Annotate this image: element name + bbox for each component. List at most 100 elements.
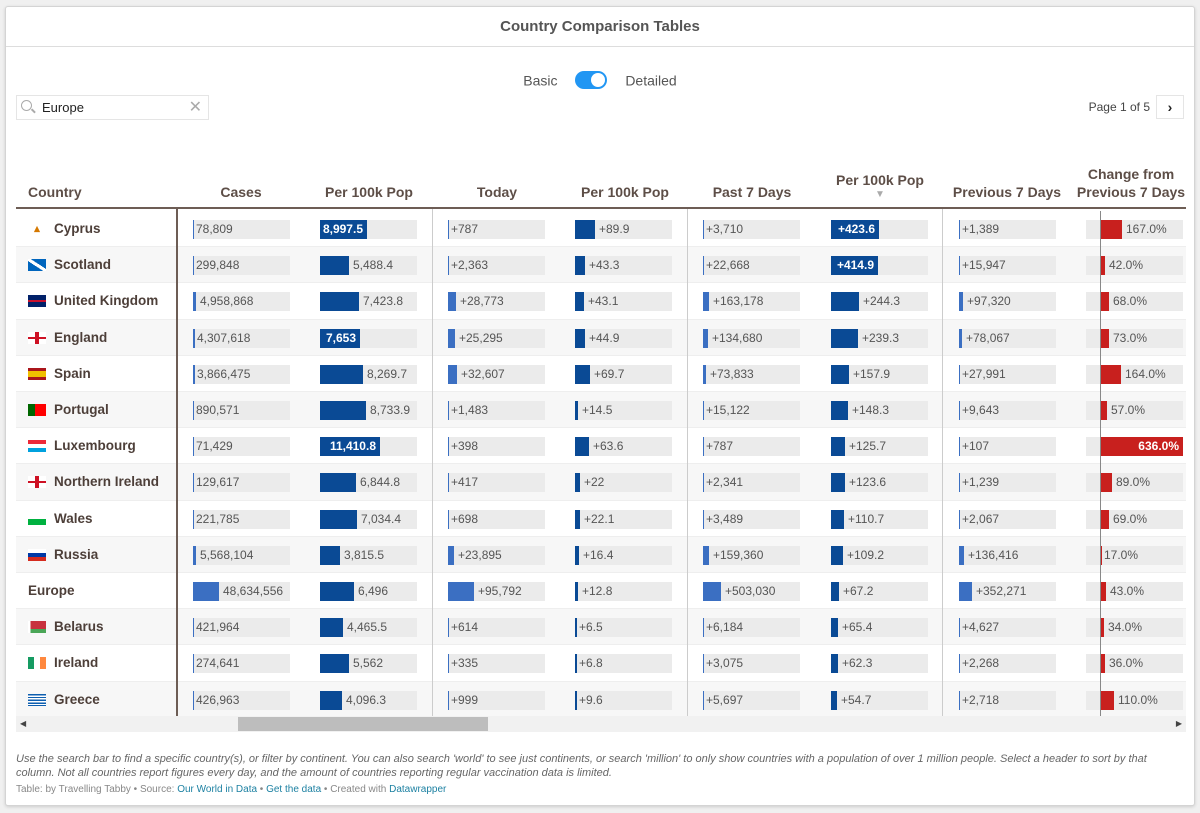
get-data-link[interactable]: Get the data [266, 784, 322, 795]
bar [448, 654, 449, 674]
datawrapper-link[interactable]: Datawrapper [389, 784, 447, 795]
value-label: +109.2 [847, 547, 885, 562]
value-label: +69.7 [594, 366, 625, 381]
country-cell: Spain [28, 356, 91, 392]
value-label: 5,488.4 [353, 258, 394, 273]
value-cell: +1,239 [959, 473, 1056, 493]
country-cell: Wales [28, 501, 93, 537]
horizontal-scrollbar[interactable]: ◀ ▶ [16, 716, 1186, 732]
column-header[interactable]: Per 100k Pop ▼ [816, 171, 944, 201]
column-header[interactable]: Cases [177, 183, 305, 201]
flag-scotland-icon [28, 259, 46, 272]
column-divider [687, 209, 688, 716]
close-icon[interactable]: ✕ [188, 99, 202, 116]
value-label: +27,991 [962, 366, 1006, 381]
bar [1100, 328, 1109, 348]
column-header[interactable]: Change from Previous 7 Days [1071, 165, 1191, 201]
column-header-label: Previous 7 Days [952, 184, 1062, 200]
column-header[interactable]: Country [28, 183, 178, 201]
value-cell: +787 [448, 220, 545, 239]
scroll-left-icon[interactable]: ◀ [20, 719, 27, 728]
bar [831, 220, 879, 239]
value-cell: +125.7 [831, 437, 928, 457]
value-label: +2,341 [706, 475, 744, 490]
value-cell: +2,067 [959, 509, 1056, 529]
value-label: +2,718 [962, 692, 1000, 707]
value-label: 5,562 [353, 656, 384, 671]
bar [703, 328, 708, 348]
country-name: Scotland [54, 257, 112, 273]
bar [448, 473, 449, 493]
value-label: +4,627 [962, 620, 1000, 635]
value-label: +159,360 [713, 547, 764, 562]
column-header[interactable]: Per 100k Pop [561, 183, 689, 201]
column-header[interactable]: Today [433, 183, 561, 201]
value-label: +65.4 [842, 620, 873, 635]
country-cell: Portugal [28, 392, 109, 428]
bar [831, 328, 858, 348]
value-cell: 8,733.9 [320, 401, 417, 420]
value-label: +22 [584, 475, 605, 490]
column-header[interactable]: Previous 7 Days [943, 183, 1071, 201]
value-cell: 129,617 [193, 473, 290, 493]
bar [1100, 364, 1121, 384]
value-cell: +12.8 [575, 582, 672, 601]
view-toggle: Basic Detailed [6, 71, 1194, 90]
value-cell: +67.2 [831, 582, 928, 601]
bar [703, 473, 704, 493]
table-row: Ireland 274,641 5,562 +335 +6.8 +3,075 +62.3 +2… [16, 645, 1186, 683]
view-switch[interactable] [575, 71, 608, 90]
value-cell: +15,947 [959, 256, 1056, 276]
bar [575, 364, 590, 384]
page-label: Page 1 of 5 [1088, 100, 1150, 114]
toggle-label-detailed[interactable]: Detailed [625, 72, 677, 89]
value-cell: +22,668 [703, 256, 800, 276]
scroll-right-icon[interactable]: ▶ [1175, 719, 1182, 728]
bar [575, 509, 580, 529]
value-cell: 11,410.8 [320, 437, 417, 457]
value-cell: 71,429 [193, 437, 290, 457]
value-label: +423.6 [837, 222, 875, 236]
notes: Use the search bar to find a specific co… [16, 753, 1147, 779]
bar [1100, 690, 1114, 710]
value-cell: 890,571 [193, 401, 290, 420]
bar [320, 473, 356, 493]
value-cell: +9,643 [959, 401, 1056, 420]
sort-desc-icon[interactable]: ▼ [875, 189, 885, 200]
chevron-right-icon[interactable]: › [1156, 95, 1184, 119]
zero-axis [1100, 355, 1101, 393]
value-cell: 4,958,868 [193, 292, 290, 312]
value-cell: +136,416 [959, 545, 1056, 565]
value-label: +414.9 [836, 258, 874, 273]
column-header[interactable]: Per 100k Pop [305, 183, 433, 201]
bar [193, 654, 194, 674]
search-input[interactable]: Europe ✕ [16, 95, 209, 120]
country-name: Greece [54, 691, 100, 707]
bar [320, 690, 342, 710]
value-cell: +16.4 [575, 545, 672, 565]
value-label: +14.5 [582, 403, 613, 417]
value-cell: 48,634,556 [193, 582, 290, 601]
column-header[interactable]: Past 7 Days [688, 183, 816, 201]
table-row: Wales 221,785 7,034.4 +698 +22.1 +3,489 +110.7… [16, 500, 1186, 538]
value-cell: +69.7 [575, 364, 672, 384]
value-label: +5,697 [706, 692, 744, 707]
country-cell: Greece [28, 682, 100, 718]
value-cell: +414.9 [831, 256, 928, 276]
value-cell: +44.9 [575, 328, 672, 348]
value-label: +22.1 [584, 511, 615, 526]
value-cell: +25,295 [448, 328, 545, 348]
scrollbar-thumb[interactable] [238, 717, 488, 731]
value-cell: +14.5 [575, 401, 672, 420]
bar [1100, 292, 1109, 312]
zero-axis [1100, 464, 1101, 502]
source-link[interactable]: Our World in Data [177, 784, 258, 795]
bar [448, 220, 449, 239]
toggle-label-basic[interactable]: Basic [523, 72, 558, 89]
bar [575, 618, 577, 638]
value-cell: +335 [448, 654, 545, 674]
value-label: +163,178 [713, 294, 764, 309]
bar [831, 364, 849, 384]
zero-axis [1100, 609, 1101, 647]
value-cell: 8,997.5 [320, 220, 417, 239]
